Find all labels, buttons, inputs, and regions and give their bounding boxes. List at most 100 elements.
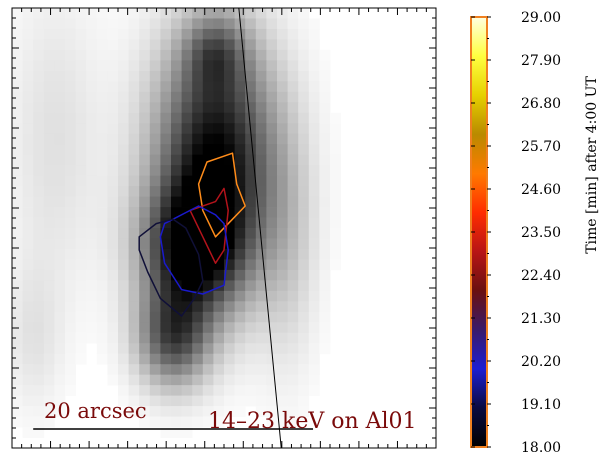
heatmap-cell: [33, 301, 45, 313]
heatmap-cell: [213, 102, 225, 114]
heatmap-cell: [287, 228, 299, 239]
heatmap-cell: [43, 248, 55, 260]
heatmap-cell: [160, 290, 172, 302]
heatmap-cell: [181, 123, 193, 135]
heatmap-cell: [128, 311, 140, 323]
heatmap-cell: [181, 49, 193, 61]
heatmap-cell: [107, 364, 119, 376]
heatmap-cell: [128, 395, 140, 407]
heatmap-cell: [128, 186, 140, 197]
heatmap-cell: [160, 70, 172, 82]
heatmap-cell: [181, 395, 193, 407]
heatmap-cell: [202, 374, 214, 386]
heatmap-cell: [181, 290, 193, 302]
heatmap-cell: [277, 165, 288, 177]
heatmap-cell: [118, 144, 129, 156]
heatmap-cell: [277, 353, 288, 365]
heatmap-cell: [181, 217, 193, 229]
heatmap-cell: [308, 322, 320, 334]
heatmap-cell: [22, 364, 34, 376]
heatmap-cell: [160, 406, 172, 417]
heatmap-cell: [128, 39, 140, 51]
heatmap-cell: [245, 28, 257, 40]
heatmap-cell: [277, 112, 288, 124]
heatmap-cell: [277, 332, 288, 344]
heatmap-cell: [277, 259, 288, 271]
heatmap-cell: [33, 133, 45, 145]
heatmap-cell: [96, 290, 108, 302]
heatmap-cell: [54, 301, 66, 313]
heatmap-cell: [234, 217, 246, 229]
heatmap-cell: [308, 343, 320, 355]
heatmap-cell: [192, 91, 204, 103]
heatmap-cell: [192, 28, 204, 40]
heatmap-cell: [33, 186, 45, 197]
heatmap-cell: [139, 165, 151, 177]
heatmap-cell: [43, 123, 55, 135]
heatmap-cell: [266, 8, 278, 19]
heatmap-cell: [181, 39, 193, 51]
heatmap-cell: [43, 269, 55, 281]
heatmap-cell: [266, 248, 278, 260]
heatmap-cell: [54, 39, 66, 51]
heatmap-cell: [22, 238, 34, 250]
heatmap-cell: [245, 60, 257, 72]
heatmap-cell: [202, 301, 214, 313]
heatmap-cell: [234, 8, 246, 19]
heatmap-cell: [12, 406, 23, 417]
heatmap-cell: [22, 112, 34, 124]
heatmap-cell: [298, 196, 310, 208]
heatmap-cell: [287, 311, 299, 323]
contour-line: [159, 205, 229, 295]
heatmap-cell: [224, 133, 235, 145]
heatmap-cell: [213, 364, 225, 376]
heatmap-cell: [96, 123, 108, 135]
heatmap-cell: [287, 416, 299, 428]
heatmap-cell: [12, 81, 23, 93]
heatmap-cell: [213, 91, 225, 103]
heatmap-cell: [224, 343, 235, 355]
heatmap-cell: [96, 238, 108, 250]
heatmap-cell: [266, 290, 278, 302]
heatmap-cell: [255, 332, 267, 344]
heatmap-cell: [255, 280, 267, 292]
heatmap-cell: [213, 374, 225, 386]
heatmap-cell: [202, 112, 214, 124]
heatmap-cell: [224, 28, 235, 40]
heatmap-cell: [149, 301, 161, 313]
heatmap-cell: [149, 322, 161, 334]
heatmap-cell: [118, 353, 129, 365]
heatmap-cell: [118, 269, 129, 281]
heatmap-cell: [224, 186, 235, 197]
heatmap-cell: [54, 238, 66, 250]
heatmap-cell: [107, 49, 119, 61]
heatmap-cell: [22, 280, 34, 292]
heatmap-cell: [96, 259, 108, 271]
heatmap-cell: [287, 385, 299, 397]
heatmap-cell: [33, 259, 45, 271]
heatmap-cell: [298, 165, 310, 177]
heatmap-cell: [118, 186, 129, 197]
heatmap-cell: [43, 395, 55, 407]
heatmap-cell: [255, 81, 267, 93]
heatmap-cell: [298, 49, 310, 61]
heatmap-cell: [171, 217, 182, 229]
heatmap-cell: [118, 18, 129, 30]
heatmap-cell: [118, 364, 129, 376]
heatmap-cell: [266, 175, 278, 187]
heatmap-cell: [54, 133, 66, 145]
heatmap-cell: [139, 311, 151, 323]
heatmap-cell: [139, 395, 151, 407]
heatmap-cell: [139, 238, 151, 250]
heatmap-cell: [43, 228, 55, 239]
heatmap-cell: [22, 259, 34, 271]
heatmap-cell: [202, 259, 214, 271]
heatmap-cell: [255, 133, 267, 145]
heatmap-cell: [277, 154, 288, 166]
colorbar-tick-label: 18.00: [521, 440, 561, 456]
heatmap-cell: [33, 343, 45, 355]
heatmap-cell: [287, 112, 299, 124]
heatmap-cell: [139, 406, 151, 417]
heatmap-cell: [43, 374, 55, 386]
heatmap-cell: [181, 18, 193, 30]
